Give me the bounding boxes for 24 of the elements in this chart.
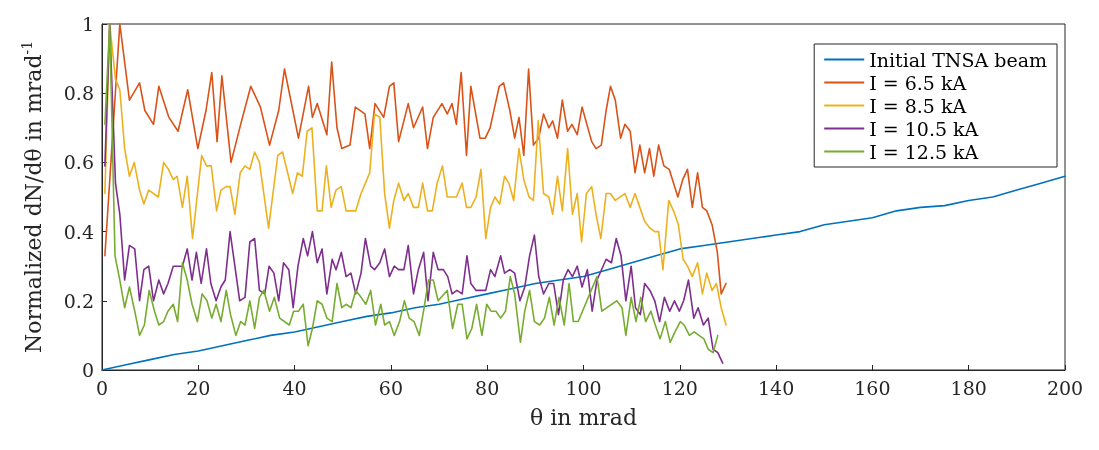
x-tick-label: 100: [565, 376, 602, 399]
legend-label: I = 8.5 kA: [869, 94, 967, 117]
x-tick-label: 180: [950, 376, 987, 399]
x-tick-label: 200: [1046, 376, 1084, 399]
y-tick-label: 0.6: [63, 151, 94, 174]
x-tick-label: 0: [95, 376, 109, 399]
x-tick-label: 80: [475, 376, 500, 399]
y-tick-label: 0: [81, 359, 94, 381]
legend-label: I = 10.5 kA: [869, 117, 979, 140]
legend-label: I = 6.5 kA: [869, 71, 967, 94]
x-tick-label: 20: [186, 376, 211, 399]
y-tick-label: 0.8: [63, 82, 94, 105]
y-tick-label: 0.4: [63, 220, 94, 243]
y-tick-label: 1: [81, 13, 94, 35]
y-axis-title: Normalized dN/dθ in mrad-1: [19, 40, 46, 354]
x-tick-label: 60: [378, 376, 403, 399]
x-tick-label: 160: [854, 376, 891, 399]
legend-label: I = 12.5 kA: [869, 140, 979, 163]
y-tick-label: 0.2: [63, 289, 94, 312]
x-axis-title: θ in mrad: [529, 404, 638, 430]
x-tick-label: 40: [282, 376, 307, 399]
x-tick-label: 140: [757, 376, 795, 399]
legend-label: Initial TNSA beam: [869, 48, 1048, 71]
x-tick-label: 120: [661, 376, 698, 399]
